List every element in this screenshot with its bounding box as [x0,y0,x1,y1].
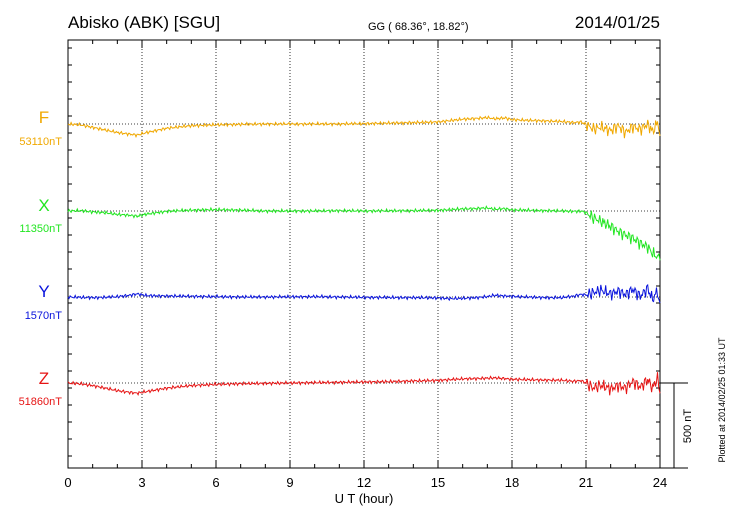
date-label: 2014/01/25 [575,13,660,32]
series-baseline-label: 53110nT [19,136,62,148]
series-baseline-label: 11350nT [19,223,62,235]
series-name-label: Z [39,369,49,388]
series-line-f [67,115,661,139]
series-name-label: Y [38,282,49,301]
geo-coords: GG ( 68.36°, 18.82°) [368,21,469,33]
series-name-label: X [38,196,49,215]
x-tick-labels: 0 3 6 9 12 15 18 21 24 [64,475,667,490]
series-baseline-label: 51860nT [19,396,63,408]
x-tick-label: 3 [138,475,145,490]
x-tick-label: 24 [653,475,667,490]
series-line-x [67,205,661,261]
plotted-at-note: Plotted at 2014/02/25 01:33 UT [717,337,727,463]
series-baseline-label: 1570nT [25,310,63,322]
x-tick-label: 15 [431,475,445,490]
series-line-y [67,283,661,304]
x-tick-label: 21 [579,475,593,490]
series-name-label: F [39,108,49,127]
x-tick-label: 9 [286,475,293,490]
x-tick-label: 18 [505,475,519,490]
x-tick-label: 0 [64,475,71,490]
x-tick-label: 6 [212,475,219,490]
x-tick-label: 12 [357,475,371,490]
scale-bar: 500 nT [660,382,694,469]
x-axis-label: U T (hour) [335,491,394,506]
axis-ticks [67,40,661,468]
station-title: Abisko (ABK) [SGU] [68,13,220,32]
grid-lines [141,40,587,468]
series-line-z [67,372,661,396]
series-lines [67,115,661,396]
scale-label: 500 nT [682,409,694,444]
series-labels: F 53110nT X 11350nT Y 1570nT Z 51860nT [19,108,63,408]
